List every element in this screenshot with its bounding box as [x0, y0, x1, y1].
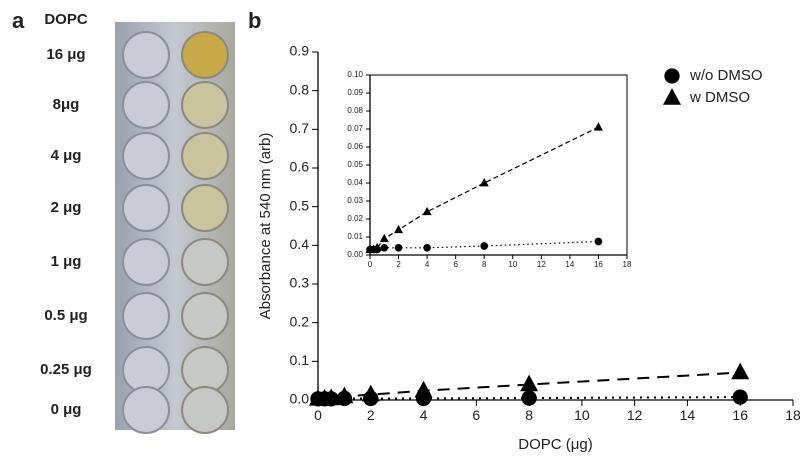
- x-tick-label: 8: [482, 260, 487, 269]
- y-tick-label: 0.4: [290, 236, 310, 252]
- well-label: 0 μg: [51, 401, 82, 418]
- well: [181, 184, 229, 232]
- data-point: [322, 388, 341, 406]
- x-tick-label: 4: [425, 260, 430, 269]
- y-tick-label: 0.00: [347, 250, 363, 259]
- y-tick-label: 0.03: [347, 196, 363, 205]
- well: [181, 31, 229, 79]
- data-point: [422, 206, 432, 216]
- wells: [122, 31, 229, 434]
- x-axis-label: DOPC (μg): [518, 436, 592, 453]
- legend-marker: [663, 88, 681, 105]
- well: [122, 132, 170, 180]
- panel-label: b: [248, 8, 261, 33]
- x-tick-label: 12: [627, 407, 643, 423]
- data-point: [520, 374, 539, 392]
- x-tick-label: 6: [453, 260, 458, 269]
- data-point: [414, 380, 433, 398]
- y-tick-label: 0.6: [290, 159, 310, 175]
- well: [122, 386, 170, 434]
- data-point: [335, 386, 354, 404]
- data-point: [361, 384, 380, 402]
- x-tick-label: 4: [420, 407, 428, 423]
- y-axis-label: Absorbance at 540 nm (arb): [257, 133, 274, 320]
- well: [181, 238, 229, 286]
- well: [122, 184, 170, 232]
- y-tick-label: 0.10: [347, 70, 363, 79]
- well: [122, 81, 170, 129]
- x-tick-label: 10: [508, 260, 517, 269]
- well-label: 0.5 μg: [44, 307, 87, 324]
- y-tick-label: 0.0: [290, 391, 310, 407]
- y-tick-label: 0.2: [290, 313, 310, 329]
- y-tick-label: 0.05: [347, 160, 363, 169]
- x-tick-label: 16: [594, 260, 603, 269]
- well: [181, 386, 229, 434]
- y-tick-label: 0.01: [347, 232, 363, 241]
- data-point: [593, 122, 603, 131]
- x-tick-label: 8: [525, 407, 533, 423]
- x-tick-label: 18: [623, 260, 632, 269]
- x-tick-label: 2: [367, 407, 375, 423]
- y-tick-label: 0.06: [347, 142, 363, 151]
- plot-frame: [369, 74, 628, 256]
- data-point: [423, 243, 431, 252]
- x-tick-label: 0: [314, 407, 322, 423]
- well-label: 16 μg: [46, 46, 85, 63]
- x-tick-label: 10: [574, 407, 590, 423]
- data-point: [480, 242, 489, 250]
- panel-label: a: [12, 8, 25, 33]
- y-tick-label: 0.1: [290, 352, 310, 368]
- well-label: 2 μg: [51, 199, 82, 216]
- data-point: [372, 242, 382, 252]
- well-label: 8μg: [53, 96, 80, 113]
- x-tick-label: 2: [396, 260, 401, 269]
- x-tick-label: 6: [472, 407, 480, 423]
- well: [181, 81, 229, 129]
- data-point: [394, 243, 403, 252]
- x-tick-label: 16: [732, 407, 748, 423]
- data-point: [521, 390, 537, 406]
- y-tick-label: 0.09: [347, 88, 363, 97]
- legend-label: w/o DMSO: [689, 67, 763, 84]
- well-label: 4 μg: [51, 147, 82, 164]
- y-tick-label: 0.9: [290, 43, 310, 59]
- y-tick-label: 0.08: [347, 106, 363, 115]
- well: [122, 31, 170, 79]
- x-tick-label: 14: [680, 407, 696, 423]
- well: [122, 238, 170, 286]
- y-tick-label: 0.02: [347, 214, 363, 223]
- well: [181, 132, 229, 180]
- well: [181, 292, 229, 340]
- y-tick-label: 0.7: [290, 120, 310, 136]
- well-label: 1 μg: [51, 253, 82, 270]
- well: [122, 292, 170, 340]
- x-tick-label: 14: [565, 260, 574, 269]
- data-point: [594, 237, 603, 246]
- data-point: [731, 362, 750, 380]
- panel-heading: DOPC: [44, 11, 88, 28]
- y-tick-label: 0.07: [347, 124, 363, 133]
- y-tick-label: 0.8: [290, 81, 310, 97]
- series-line: [370, 240, 599, 251]
- data-point: [732, 389, 748, 405]
- x-tick-label: 0: [368, 260, 373, 269]
- x-tick-label: 12: [537, 260, 546, 269]
- data-point: [379, 233, 389, 243]
- data-point: [380, 243, 389, 252]
- data-point: [394, 224, 404, 234]
- well-label: 0.25 μg: [40, 361, 92, 378]
- y-tick-label: 0.3: [290, 275, 310, 291]
- y-tick-label: 0.04: [347, 178, 363, 187]
- legend-label: w DMSO: [689, 89, 750, 106]
- x-tick-label: 18: [785, 407, 800, 423]
- legend-marker: [664, 68, 680, 84]
- y-tick-label: 0.5: [290, 197, 310, 213]
- data-point: [479, 178, 489, 187]
